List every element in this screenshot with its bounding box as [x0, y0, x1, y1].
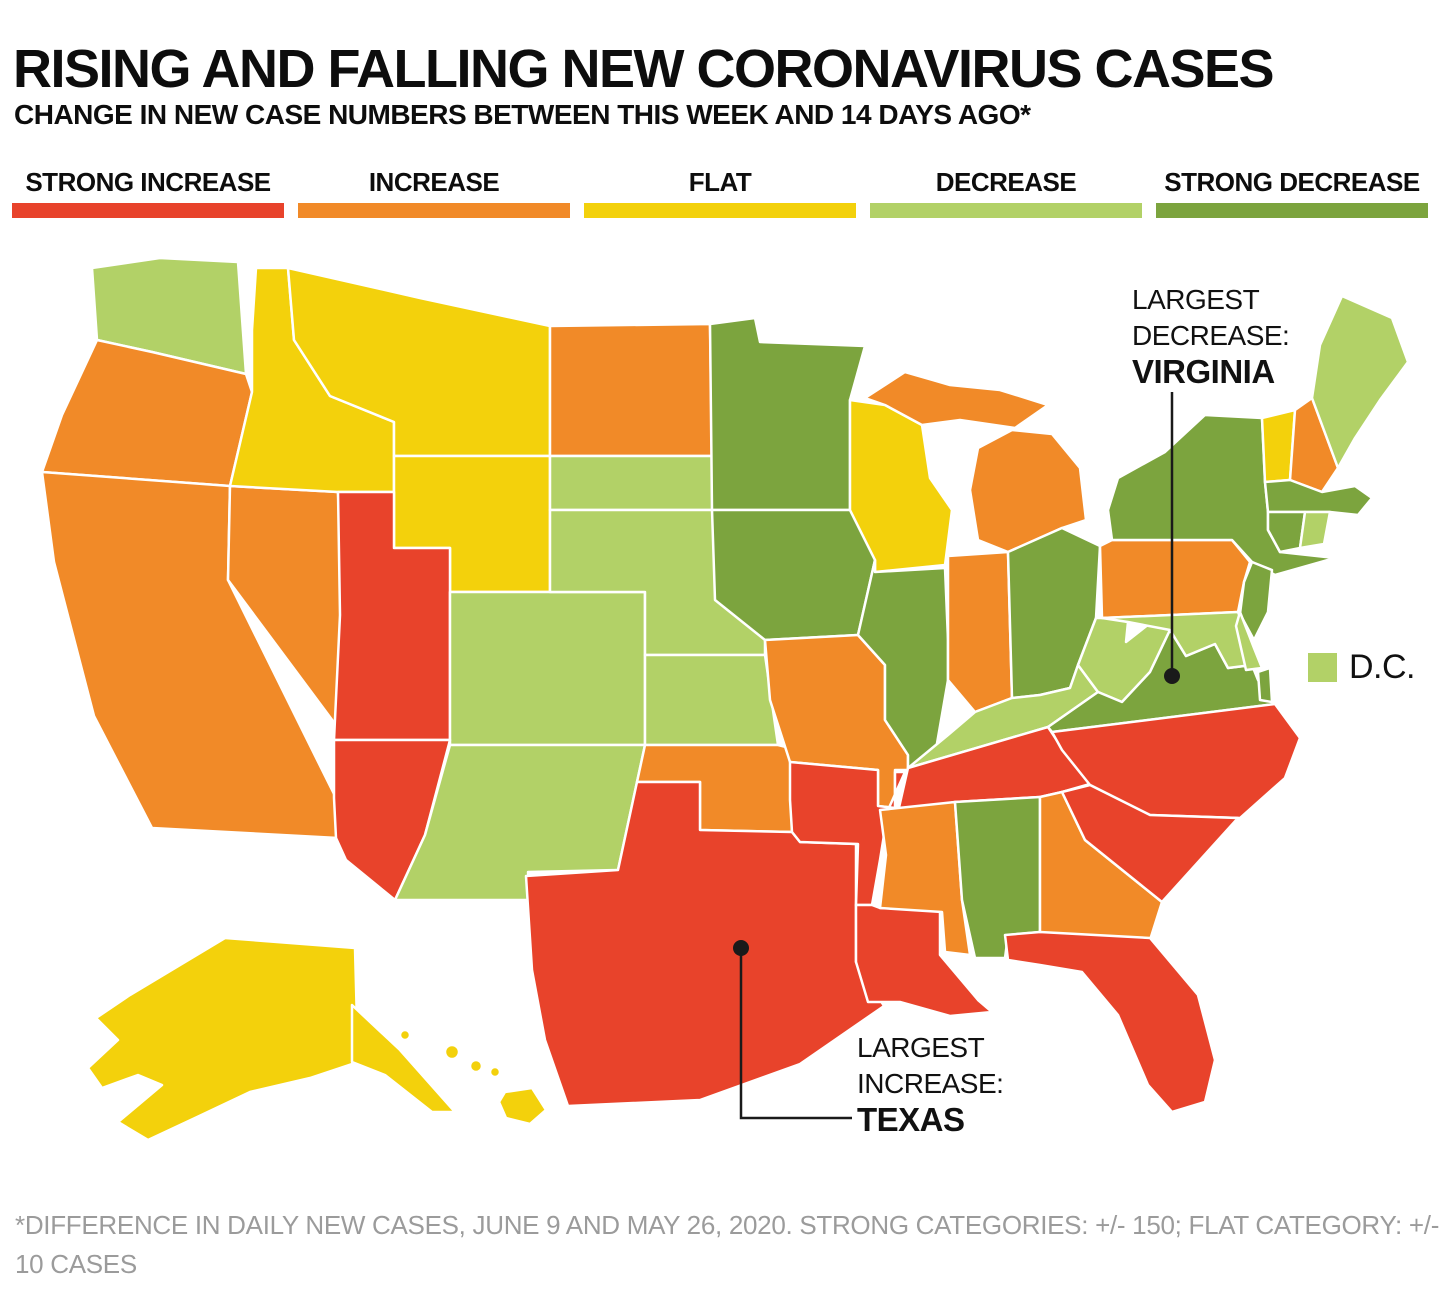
- state-kansas: [643, 653, 780, 747]
- state-hawaii-island: [398, 1028, 412, 1042]
- state-hawaii-big-island: [497, 1086, 548, 1126]
- dc-label: D.C.: [1349, 648, 1416, 686]
- dc-legend-note: D.C.: [1308, 648, 1416, 687]
- state-south-carolina: [1060, 783, 1240, 904]
- annotation-state-name: VIRGINIA: [1132, 353, 1275, 390]
- footnote-line: *DIFFERENCE IN DAILY NEW CASES, JUNE 9 A…: [15, 1210, 1440, 1279]
- legend: STRONG INCREASE INCREASE FLAT DECREASE S…: [12, 166, 1428, 218]
- virginia-callout-dot: [1164, 668, 1180, 684]
- state-hawaii-island: [468, 1058, 484, 1074]
- state-indiana: [946, 550, 1014, 714]
- legend-item-strong-increase: STRONG INCREASE: [12, 166, 284, 218]
- state-maine: [1310, 294, 1410, 470]
- source-line: SOURCE: N.Y. TIMES COMPILATION OF STATE …: [15, 1284, 1440, 1293]
- legend-swatch-increase: [298, 203, 570, 218]
- legend-item-increase: INCREASE: [298, 166, 570, 218]
- legend-label: STRONG DECREASE: [1164, 167, 1420, 197]
- legend-item-decrease: DECREASE: [870, 166, 1142, 218]
- annotation-line: LARGEST: [857, 1032, 985, 1063]
- state-michigan-up: [863, 370, 1050, 430]
- state-south-dakota: [548, 454, 717, 512]
- state-alaska: [86, 936, 360, 1142]
- annotation-line: INCREASE:: [857, 1068, 1004, 1099]
- legend-label: FLAT: [688, 167, 752, 197]
- state-michigan-lower: [968, 428, 1088, 554]
- state-alaska-panhandle: [350, 1003, 457, 1114]
- legend-swatch-strong-decrease: [1156, 203, 1428, 218]
- state-minnesota: [708, 316, 867, 512]
- state-new-hampshire: [1288, 396, 1340, 494]
- state-arkansas: [788, 760, 907, 907]
- legend-swatch-strong-increase: [12, 203, 284, 218]
- state-rhode-island: [1298, 510, 1332, 550]
- state-new-jersey: [1238, 560, 1274, 642]
- legend-swatch-decrease: [870, 203, 1142, 218]
- state-hawaii-island: [488, 1065, 502, 1079]
- legend-label: INCREASE: [368, 167, 500, 197]
- page-title: RISING AND FALLING NEW CORONAVIRUS CASES: [13, 39, 1275, 99]
- state-colorado: [448, 590, 647, 747]
- largest-increase-annotation: LARGEST INCREASE: TEXAS: [857, 1030, 1004, 1138]
- legend-label: STRONG INCREASE: [25, 167, 271, 197]
- state-north-carolina: [1050, 702, 1302, 820]
- state-florida: [1003, 930, 1217, 1114]
- legend-label: DECREASE: [935, 167, 1077, 197]
- annotation-line: DECREASE:: [1132, 320, 1290, 351]
- state-pennsylvania: [1098, 538, 1252, 620]
- state-texas: [524, 780, 886, 1108]
- footer-notes: *DIFFERENCE IN DAILY NEW CASES, JUNE 9 A…: [15, 1206, 1440, 1293]
- annotation-state-name: TEXAS: [857, 1101, 965, 1138]
- legend-swatch-flat: [584, 203, 856, 218]
- dc-color-swatch: [1308, 653, 1337, 682]
- state-louisiana: [854, 903, 994, 1018]
- state-north-dakota: [548, 322, 714, 458]
- legend-item-strong-decrease: STRONG DECREASE: [1156, 166, 1428, 218]
- state-delaware: [1234, 610, 1264, 672]
- annotation-line: LARGEST: [1132, 284, 1260, 315]
- largest-decrease-annotation: LARGEST DECREASE: VIRGINIA: [1132, 282, 1290, 390]
- state-virginia-eastern-shore: [1256, 666, 1274, 704]
- texas-callout-dot: [733, 940, 749, 956]
- state-connecticut: [1266, 510, 1307, 554]
- page-subtitle: CHANGE IN NEW CASE NUMBERS BETWEEN THIS …: [14, 99, 1031, 130]
- state-hawaii-island: [443, 1043, 461, 1061]
- texas-callout-line: [739, 952, 852, 1120]
- legend-item-flat: FLAT: [584, 166, 856, 218]
- annotation-connectors: [733, 392, 1180, 1120]
